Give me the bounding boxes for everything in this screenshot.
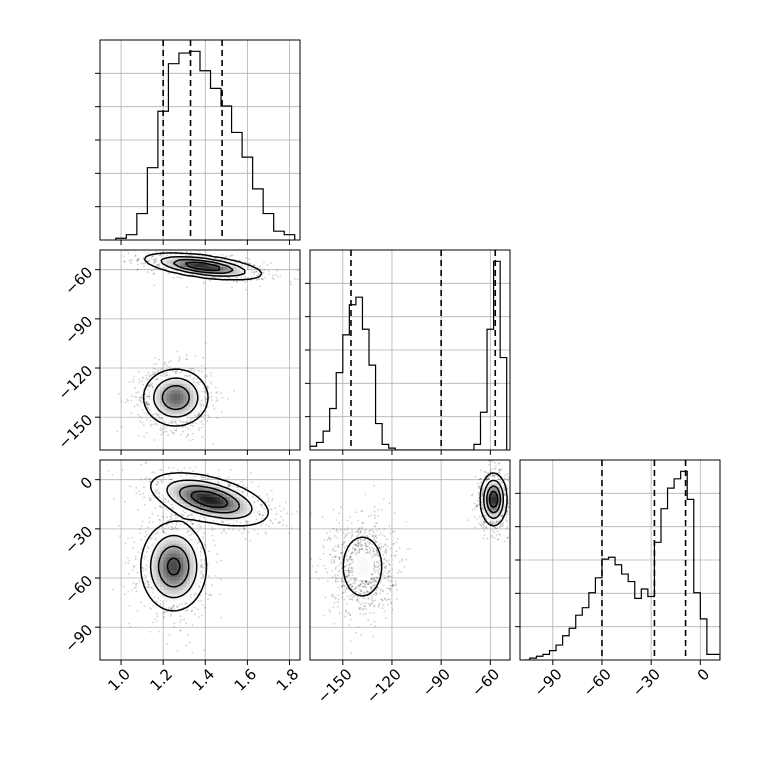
y-tick-label: −60 — [61, 263, 96, 298]
histogram-steps — [115, 50, 296, 240]
y-tick-label: −120 — [55, 362, 97, 404]
panel-frame — [99, 39, 301, 241]
x-tick-label: 1.6 — [231, 665, 261, 695]
x-tick-label: −150 — [314, 665, 356, 707]
y-tick-label: −60 — [61, 572, 96, 607]
contour-level-1 — [149, 479, 253, 599]
contour-level-1 — [153, 255, 246, 418]
x-tick-label: −90 — [419, 665, 454, 700]
contour-level-0 — [140, 472, 270, 612]
x-tick-label: 1.4 — [189, 665, 219, 695]
x-tick-label: 1.2 — [146, 665, 176, 695]
density-panel-0-2 — [95, 459, 301, 665]
y-tick-label: −90 — [61, 621, 96, 656]
contour-level-2 — [486, 485, 502, 514]
x-tick-label: −60 — [580, 665, 615, 700]
y-tick-label: 0 — [77, 473, 96, 492]
histogram-steps — [310, 260, 508, 450]
contour-level-3 — [185, 261, 221, 272]
x-tick-label: −90 — [531, 665, 566, 700]
panel-content — [310, 460, 510, 660]
histogram-panel-2 — [515, 459, 721, 665]
contour-level-3 — [166, 490, 229, 576]
panel-frame — [99, 249, 301, 451]
panel-frame — [309, 459, 511, 661]
x-tick-label: 0 — [694, 665, 713, 684]
contour-level-0 — [342, 472, 508, 597]
x-tick-label: −120 — [363, 665, 405, 707]
x-tick-label: 1.0 — [104, 665, 134, 695]
density-panel-0-1 — [95, 249, 301, 455]
y-tick-label: −30 — [61, 522, 96, 557]
x-tick-label: −30 — [629, 665, 664, 700]
contour-level-2 — [157, 485, 241, 588]
panel-frame — [99, 459, 301, 661]
panel-frame — [519, 459, 721, 661]
histogram-panel-0 — [95, 39, 301, 245]
histogram-panel-1 — [305, 249, 511, 455]
contour-level-1 — [483, 479, 505, 520]
contour-level-2 — [161, 258, 234, 411]
contour-level-0 — [142, 252, 263, 427]
density-panel-1-2 — [309, 459, 511, 665]
x-tick-label: −60 — [468, 665, 503, 700]
panel-content — [100, 460, 300, 660]
density-shading — [150, 253, 251, 421]
panel-frame — [309, 249, 511, 451]
y-tick-label: −90 — [61, 312, 96, 347]
y-tick-label: −150 — [55, 411, 97, 453]
x-tick-label: 1.8 — [273, 665, 303, 695]
panel-content — [100, 250, 300, 450]
histogram-steps — [523, 470, 720, 660]
contour-level-3 — [488, 490, 499, 509]
